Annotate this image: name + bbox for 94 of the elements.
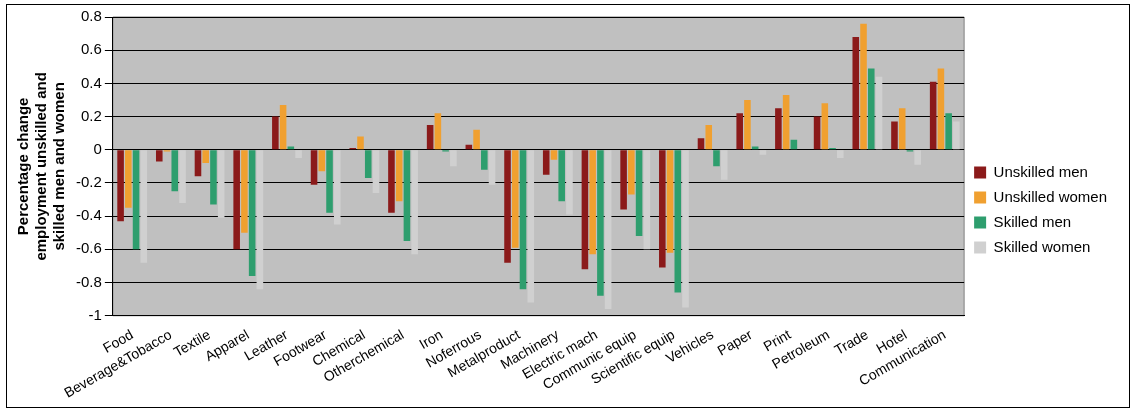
bar: [364, 150, 372, 178]
y-tick-label: -0.6: [75, 239, 102, 257]
bar: [697, 138, 705, 150]
bar: [775, 108, 782, 150]
bar: [581, 150, 589, 270]
bar: [411, 150, 418, 255]
bar: [643, 150, 651, 250]
bar: [488, 150, 496, 185]
bar: [628, 150, 635, 195]
bar: [837, 150, 844, 159]
bar: [426, 124, 434, 150]
bar: [511, 150, 519, 248]
y-tick-label: -0.4: [75, 206, 102, 224]
bar: [953, 121, 960, 150]
bar: [217, 150, 225, 218]
bar: [929, 81, 937, 150]
bar: [751, 146, 759, 150]
bar: [125, 150, 132, 208]
bar: [875, 76, 883, 150]
bar: [279, 104, 287, 150]
bar: [233, 150, 240, 250]
bar: [333, 150, 341, 225]
bar: [558, 150, 565, 202]
bar: [674, 150, 682, 293]
bar: [388, 150, 395, 213]
bar: [937, 68, 945, 150]
bar: [519, 150, 527, 290]
bar: [659, 150, 666, 268]
bar: [744, 99, 751, 150]
bar: [666, 150, 674, 253]
y-tick-label: 0.8: [80, 7, 102, 25]
bar: [155, 150, 163, 162]
bar: [272, 116, 279, 150]
bar: [403, 150, 411, 242]
bar: [357, 136, 364, 150]
bar: [481, 150, 488, 170]
bar: [852, 36, 860, 150]
bar: [256, 150, 264, 290]
y-tick-label: 0: [93, 139, 102, 157]
y-tick-label: -0.2: [75, 173, 102, 191]
bar: [326, 150, 333, 213]
bar: [597, 150, 604, 296]
bar: [550, 150, 558, 160]
bar: [682, 150, 689, 308]
legend-label: Skilled men: [993, 212, 1072, 230]
bar: [566, 150, 573, 215]
bar: [295, 150, 302, 159]
bar: [202, 150, 209, 164]
bar: [504, 150, 511, 263]
bar: [720, 150, 728, 180]
y-tick-label: 0.6: [80, 40, 102, 58]
bar: [171, 150, 179, 192]
bar: [914, 150, 921, 165]
bar: [179, 150, 186, 203]
bar: [705, 124, 713, 150]
bar: [945, 113, 952, 150]
bar: [821, 103, 829, 150]
bar: [210, 150, 217, 205]
bar: [318, 150, 326, 172]
bar: [450, 150, 457, 167]
bar: [891, 121, 898, 150]
bar: [473, 129, 480, 150]
bar: [527, 150, 535, 303]
bar: [434, 113, 442, 150]
bar: [620, 150, 627, 210]
bar: [867, 68, 875, 150]
bar: [194, 150, 202, 177]
bar: [542, 150, 550, 175]
bar: [782, 95, 790, 150]
bar: [395, 150, 403, 202]
legend-label: Skilled women: [993, 237, 1091, 255]
bar: [635, 150, 643, 237]
legend-label: Unskilled women: [993, 187, 1108, 205]
bar: [241, 150, 248, 233]
bar: [140, 150, 148, 263]
legend-label: Unskilled men: [993, 162, 1088, 180]
bar: [604, 150, 612, 310]
bar: [287, 146, 295, 150]
bar: [117, 150, 124, 222]
y-tick-label: 0.4: [80, 73, 102, 91]
bar: [132, 150, 140, 250]
bar: [898, 108, 906, 150]
y-tick-label: 0.2: [80, 106, 102, 124]
bar: [372, 150, 380, 193]
bar: [310, 150, 318, 185]
bar: [860, 23, 867, 150]
y-axis-title: Percentage change employment unskilled and skilled men and women: [14, 72, 68, 261]
bar: [736, 113, 743, 150]
y-tick-label: -0.8: [75, 272, 102, 290]
y-tick-label: -1: [88, 305, 102, 323]
bar: [248, 150, 256, 276]
bar: [759, 150, 767, 155]
bar: [589, 150, 596, 255]
bar: [713, 150, 720, 167]
